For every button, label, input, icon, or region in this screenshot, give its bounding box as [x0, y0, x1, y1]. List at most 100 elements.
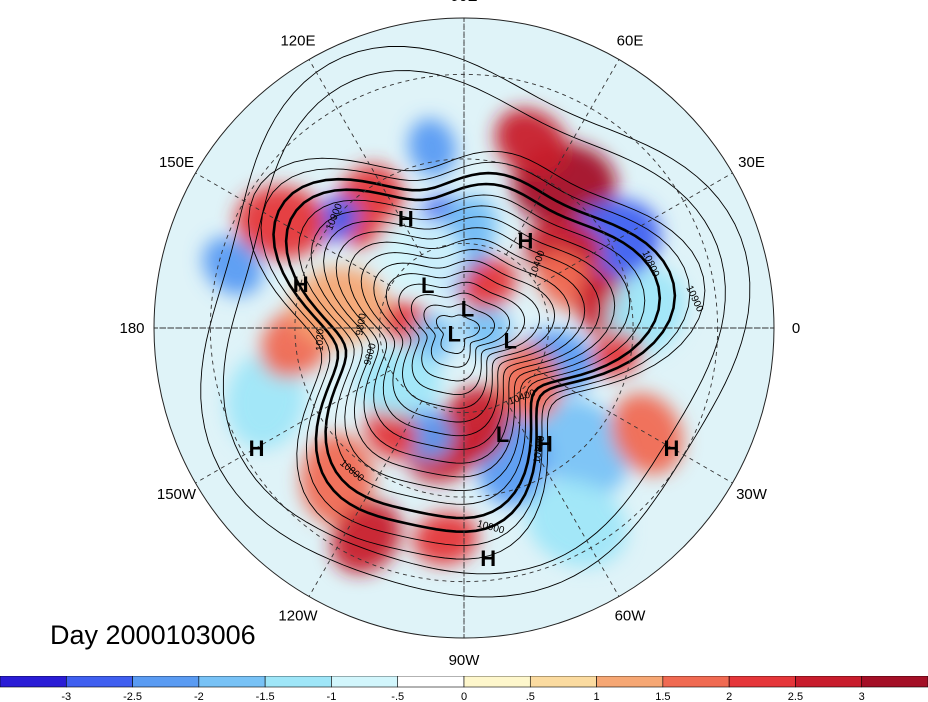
colorbar-swatch: [0, 676, 67, 688]
colorbar-ticks: -3 -2.5 -2 -1.5 -1 -.5 0 .5 1 1.5 2 2.5 3: [61, 691, 864, 702]
contour-line: [385, 270, 541, 409]
longitude-label: 60W: [615, 608, 647, 625]
contour-line: [410, 292, 511, 382]
contour-line: [373, 259, 556, 423]
anomaly-blob: [411, 313, 454, 366]
colorbar-tick-label: 1: [594, 691, 600, 702]
colorbar-swatch: [198, 676, 266, 688]
high-pressure-marker: H: [293, 272, 309, 297]
anomaly-blob: [408, 118, 457, 177]
colorbar-swatch: [529, 676, 597, 688]
contour-line: [298, 194, 646, 505]
anomaly-blob: [290, 266, 388, 346]
anomaly-blob: [607, 268, 686, 356]
colorbar-tick-label: 0: [461, 691, 467, 702]
contour-line: [260, 161, 691, 546]
meridian-line: [505, 400, 620, 597]
meridian-line: [195, 369, 392, 484]
colorbar-swatch: [596, 676, 664, 688]
map-title: Day 2000103006: [50, 620, 256, 650]
longitude-label: 90E: [451, 0, 478, 5]
high-pressure-marker: H: [664, 436, 680, 461]
contour-line: [423, 303, 495, 368]
longitude-labels: 90E 60E 30E 0 30W 60W 90W 120W 150W 180 150E 120E: [119, 0, 800, 669]
meridian-line: [536, 369, 733, 484]
contour-line: [310, 205, 631, 492]
anomaly-blob: [526, 479, 628, 567]
colorbar-swatches: [0, 676, 928, 688]
colorbar-swatch: [463, 676, 531, 688]
contour-line: [248, 150, 706, 560]
meridian-line: [308, 400, 423, 597]
colorbar: -3 -2.5 -2 -1.5 -1 -.5 0 .5 1 1.5 2 2.5 3: [0, 676, 928, 702]
longitude-label: 120W: [278, 608, 318, 625]
high-pressure-marker: H: [537, 431, 553, 456]
colorbar-swatch: [264, 676, 332, 688]
contour-value-label: 1020: [315, 328, 327, 351]
anomaly-blob: [462, 299, 511, 357]
contour-line: [348, 238, 586, 450]
longitude-label: 30W: [736, 486, 768, 503]
longitude-label: 120E: [280, 32, 315, 49]
colorbar-tick-label: 1.5: [655, 691, 670, 702]
colorbar-swatch: [65, 676, 133, 688]
meridian-line: [536, 172, 733, 287]
meridian-line: [195, 172, 392, 287]
low-pressure-marker: L: [461, 297, 474, 322]
anomaly-blob: [537, 399, 630, 496]
colorbar-tick-label: -2: [194, 691, 204, 702]
colorbar-tick-label: 2.5: [788, 691, 803, 702]
contour-line: [284, 182, 662, 520]
anomaly-blob: [202, 236, 263, 296]
longitude-label: 150E: [159, 154, 194, 171]
colorbar-swatch: [728, 676, 796, 688]
lat-lon-grid: [154, 18, 774, 638]
colorbar-tick-label: 2: [726, 691, 732, 702]
contour-value-label: 9800: [354, 312, 369, 336]
longitude-label: 30E: [738, 154, 765, 171]
high-pressure-marker: H: [517, 228, 533, 253]
colorbar-swatch: [662, 676, 730, 688]
high-pressure-marker: H: [249, 436, 265, 461]
colorbar-tick-label: 3: [859, 691, 865, 702]
longitude-label: 0: [792, 320, 800, 337]
colorbar-swatch: [795, 676, 863, 688]
longitude-label: 60E: [617, 32, 644, 49]
contour-line: [335, 227, 601, 464]
anomaly-blob: [300, 433, 374, 525]
map-outline: [153, 17, 775, 639]
anomaly-blob: [356, 348, 442, 417]
anomaly-blob: [495, 108, 568, 177]
latitude-circle: [294, 158, 634, 498]
longitude-label: 150W: [157, 486, 197, 503]
anomaly-blob: [413, 512, 478, 565]
low-pressure-marker: L: [421, 273, 434, 298]
meridian-line: [308, 59, 423, 256]
contour-line: [272, 171, 677, 534]
colorbar-swatch: [132, 676, 200, 688]
low-pressure-marker: L: [496, 422, 509, 447]
low-pressure-marker: L: [448, 322, 461, 347]
contour-line: [398, 281, 526, 396]
high-pressure-marker: H: [398, 207, 414, 232]
contour-line: [323, 216, 616, 478]
low-pressure-marker: L: [504, 328, 517, 353]
colorbar-tick-label: -1: [327, 691, 337, 702]
contour-line: [360, 249, 571, 437]
colorbar-tick-label: -.5: [391, 691, 404, 702]
colorbar-swatch: [397, 676, 465, 688]
colorbar-tick-label: -3: [61, 691, 71, 702]
colorbar-swatch: [331, 676, 399, 688]
high-pressure-marker: H: [480, 546, 496, 571]
colorbar-tick-label: .5: [526, 691, 535, 702]
longitude-label: 180: [119, 320, 144, 337]
colorbar-swatch: [861, 676, 928, 688]
colorbar-tick-label: -1.5: [256, 691, 275, 702]
colorbar-tick-label: -2.5: [123, 691, 142, 702]
longitude-label: 90W: [449, 652, 481, 669]
meridian-line: [505, 59, 620, 256]
contour-value-label: 10800: [532, 434, 548, 464]
anomaly-blob: [611, 393, 683, 475]
